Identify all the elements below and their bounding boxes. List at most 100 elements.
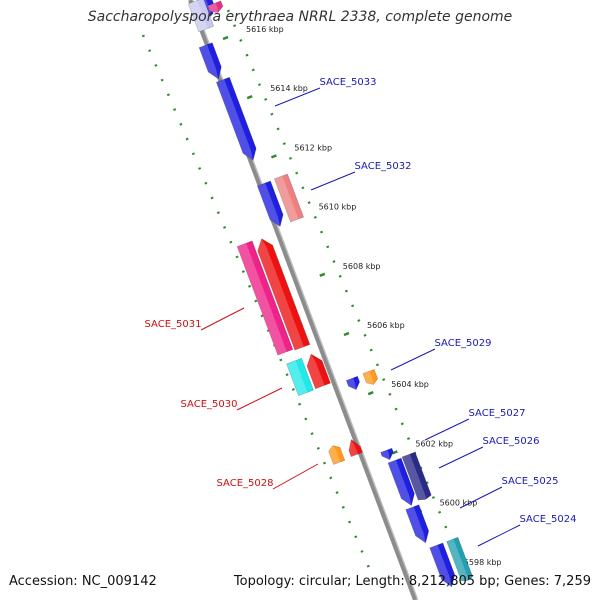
tick-mark (222, 35, 229, 41)
gene-sace-5024-b-shape[interactable] (446, 536, 474, 582)
gene-sace-5024-shape[interactable] (429, 542, 459, 589)
gene-blue-1[interactable] (198, 42, 225, 82)
gene-sace-5030-b-shape[interactable] (304, 351, 331, 390)
gene-blue-1-highlight (199, 44, 219, 79)
tick-marks: 5616 kbp 5614 kbp 5612 kbp 5610 kbp 5608 kbp… (222, 25, 502, 573)
gene-label[interactable]: SACE_5032 (355, 161, 412, 172)
gene-features (187, 0, 474, 589)
gene-sace-5026-highlight (402, 454, 427, 501)
leader-line (272, 463, 319, 490)
gene-label[interactable]: SACE_5026 (483, 436, 540, 447)
gene-sace-5025-shape[interactable] (405, 504, 432, 545)
gene-sace-5031-b-shape[interactable] (254, 236, 311, 351)
gene-sace-5026-shape[interactable] (401, 451, 432, 502)
tick-mark (246, 95, 253, 100)
gene-label[interactable]: SACE_5027 (469, 408, 526, 419)
tick-mark (319, 272, 326, 277)
gene-sace-5031-shape[interactable] (236, 240, 294, 356)
gene-sace-5030-shape[interactable] (286, 357, 314, 397)
leader-line (459, 486, 503, 509)
tick-label: 5600 kbp (440, 499, 478, 508)
gene-sace-5029-shape[interactable] (362, 368, 379, 386)
leader-line (438, 446, 484, 469)
tick-label: 5614 kbp (270, 84, 308, 93)
gene-sace-5032-a[interactable] (256, 180, 286, 229)
guide-lines (141, 9, 468, 576)
gene-sace-5024-highlight (429, 544, 452, 587)
gene-top-lavender-highlight (188, 0, 208, 32)
gene-sace-5032[interactable] (273, 173, 305, 223)
gene-small-blue-highlight (346, 377, 357, 390)
gene-label[interactable]: SACE_5025 (502, 476, 559, 487)
gene-sace-5033-highlight (216, 79, 254, 161)
gene-sace-5032-shape[interactable] (273, 173, 305, 223)
gene-small-blue-2[interactable] (380, 447, 396, 462)
gene-small-blue-2-shape[interactable] (380, 447, 396, 462)
gene-sace-5031-b-highlight (257, 238, 304, 351)
tick-label: 5598 kbp (464, 558, 502, 567)
gene-sace-5032-a-shape[interactable] (256, 180, 286, 229)
gene-sace-5029[interactable] (362, 368, 379, 386)
gene-sace-5024[interactable] (429, 542, 459, 589)
gene-sace-5030[interactable] (286, 357, 314, 397)
gene-sace-5033[interactable] (215, 76, 259, 162)
gene-sace-5030-b-highlight (307, 354, 325, 389)
gene-top-lavender[interactable] (187, 0, 215, 33)
leader-line (200, 307, 245, 331)
gene-sace-5028-shape[interactable] (327, 443, 346, 465)
gene-sace-5031[interactable] (236, 240, 294, 356)
gene-small-blue[interactable] (345, 375, 361, 391)
gene-sace-5032-a-highlight (257, 182, 281, 227)
gene-sace-5033-shape[interactable] (215, 76, 259, 162)
gene-sace-5028-b-highlight (348, 439, 358, 457)
gene-label[interactable]: SACE_5033 (320, 77, 377, 88)
tick-label: 5612 kbp (294, 143, 332, 152)
gene-sace-5027-shape[interactable] (387, 457, 418, 508)
gene-sace-5027[interactable] (387, 457, 418, 508)
tick-label: 5604 kbp (391, 380, 429, 389)
gene-sace-5028-b-shape[interactable] (346, 437, 363, 457)
genome-summary-text: Topology: circular; Length: 8,212,805 bp… (233, 574, 591, 589)
gene-label[interactable]: SACE_5028 (217, 478, 274, 489)
gene-top-lavender-shape[interactable] (187, 0, 215, 33)
leader-line (274, 87, 321, 107)
gene-sace-5032-highlight (274, 175, 299, 222)
tick-label: 5610 kbp (319, 203, 357, 212)
tick-mark (391, 450, 398, 455)
gene-sace-5029-highlight (362, 371, 374, 385)
gene-sace-5028-b[interactable] (346, 437, 363, 457)
gene-sace-5031-b[interactable] (254, 236, 311, 351)
tick-label: 5602 kbp (415, 439, 453, 448)
tick-label: 5616 kbp (246, 25, 284, 34)
gene-label[interactable]: SACE_5031 (145, 319, 202, 330)
gene-small-blue-2-highlight (380, 449, 390, 460)
gene-blue-1-shape[interactable] (198, 42, 225, 82)
gene-sace-5031-highlight (237, 243, 287, 356)
leader-line (390, 348, 436, 371)
gene-label[interactable]: SACE_5029 (435, 338, 492, 349)
accession-text: Accession: NC_009142 (9, 574, 157, 589)
tick-mark (343, 331, 350, 337)
gene-sace-5025[interactable] (405, 504, 432, 545)
gene-label[interactable]: SACE_5030 (181, 399, 238, 410)
gene-label[interactable]: SACE_5024 (520, 514, 577, 525)
tick-label: 5606 kbp (367, 321, 405, 330)
gene-top-pink[interactable] (207, 0, 225, 15)
gene-top-pink-shape[interactable] (207, 0, 225, 15)
gene-sace-5030-b[interactable] (304, 351, 331, 390)
gene-sace-5028[interactable] (327, 443, 346, 465)
gene-sace-5030-highlight (286, 360, 308, 396)
gene-sace-5025-highlight (405, 506, 426, 543)
gene-sace-5024-b[interactable] (446, 536, 474, 582)
leader-line (310, 171, 356, 191)
gene-small-blue-shape[interactable] (345, 375, 361, 391)
map-title: Saccharopolyspora erythraea NRRL 2338, c… (87, 9, 513, 25)
leader-line (236, 387, 283, 411)
gene-sace-5028-highlight (328, 445, 341, 465)
leader-line (477, 524, 521, 547)
gene-sace-5026[interactable] (401, 451, 432, 502)
leader-line (424, 418, 470, 441)
tick-mark (367, 391, 374, 396)
gene-labels: SACE_5033 SACE_5032 SACE_5031 SACE_5029 SACE… (145, 77, 577, 547)
